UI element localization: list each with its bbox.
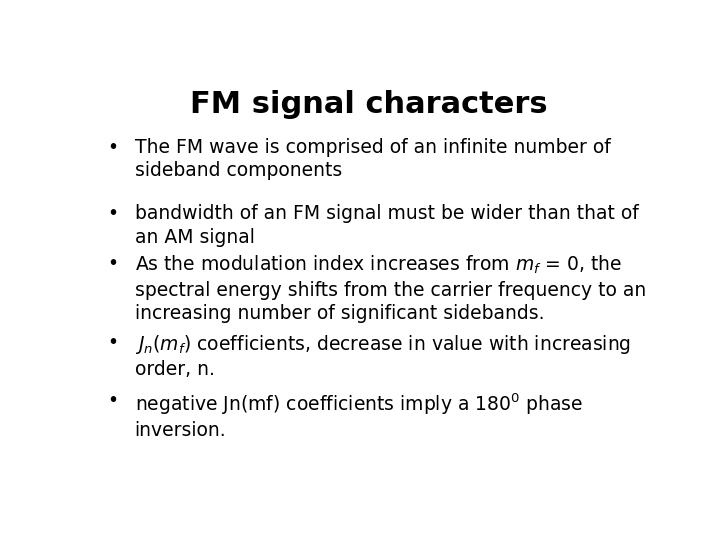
Text: •: • xyxy=(107,138,118,157)
Text: The FM wave is comprised of an infinite number of
sideband components: The FM wave is comprised of an infinite … xyxy=(135,138,611,180)
Text: negative Jn(mf) coefficients imply a 180$^0$ phase
inversion.: negative Jn(mf) coefficients imply a 180… xyxy=(135,391,582,440)
Text: •: • xyxy=(107,333,118,352)
Text: As the modulation index increases from $m_f$ = 0, the
spectral energy shifts fro: As the modulation index increases from $… xyxy=(135,254,646,323)
Text: •: • xyxy=(107,254,118,273)
Text: •: • xyxy=(107,204,118,223)
Text: $J_n(m_f)$ coefficients, decrease in value with increasing
order, n.: $J_n(m_f)$ coefficients, decrease in val… xyxy=(135,333,631,380)
Text: bandwidth of an FM signal must be wider than that of
an AM signal: bandwidth of an FM signal must be wider … xyxy=(135,204,639,247)
Text: •: • xyxy=(107,391,118,410)
Text: FM signal characters: FM signal characters xyxy=(190,90,548,119)
